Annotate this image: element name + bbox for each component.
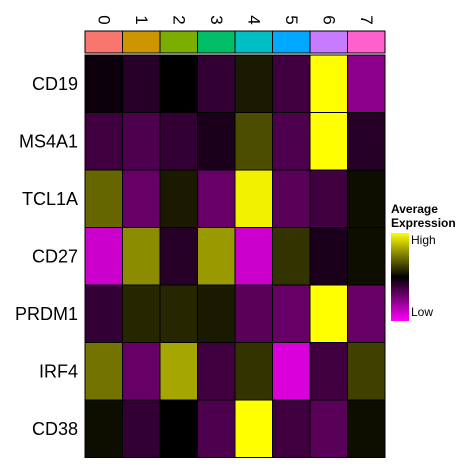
heatmap-cell-cd27-6: [309, 227, 348, 286]
heatmap-cell-cd38-2: [159, 399, 198, 458]
heatmap-cell-tcl1a-3: [197, 169, 236, 228]
heatmap-cell-ms4a1-3: [197, 112, 236, 171]
cluster-label-1: 1: [132, 15, 151, 24]
cluster-color-0: [84, 30, 123, 54]
legend-high-label: High: [411, 233, 436, 247]
cluster-color-6: [309, 30, 348, 54]
heatmap-cell-cd19-3: [197, 54, 236, 113]
heatmap-cell-cd19-5: [272, 54, 311, 113]
heatmap-cell-ms4a1-4: [234, 112, 273, 171]
gene-labels: CD19 MS4A1 TCL1A CD27 PRDM1 IRF4 CD38: [15, 74, 78, 439]
heatmap-cell-tcl1a-6: [309, 169, 348, 228]
heatmap-cell-cd19-2: [159, 54, 198, 113]
heatmap-cell-prdm1-5: [272, 284, 311, 343]
legend-low-label: Low: [411, 305, 433, 319]
cluster-color-5: [272, 30, 311, 54]
cluster-label-7: 7: [357, 15, 376, 24]
heatmap-cell-cd38-6: [309, 399, 348, 458]
heatmap-cell-tcl1a-7: [347, 169, 386, 228]
cluster-color-bar: [84, 30, 386, 54]
heatmap-cell-cd27-5: [272, 227, 311, 286]
heatmap-cell-prdm1-4: [234, 284, 273, 343]
legend-colorbar: [391, 233, 409, 321]
heatmap-cell-ms4a1-7: [347, 112, 386, 171]
heatmap-cell-prdm1-7: [347, 284, 386, 343]
legend-title-line2: Expression: [391, 216, 456, 230]
heatmap-cell-ms4a1-5: [272, 112, 311, 171]
heatmap-cells: [84, 54, 386, 458]
heatmap-cell-cd27-7: [347, 227, 386, 286]
cluster-label-4: 4: [244, 15, 263, 24]
heatmap-cell-cd38-7: [347, 399, 386, 458]
gene-label-cd38: CD38: [32, 419, 78, 439]
cluster-label-3: 3: [207, 15, 226, 24]
heatmap-cell-ms4a1-2: [159, 112, 198, 171]
heatmap-cell-ms4a1-6: [309, 112, 348, 171]
heatmap-cell-cd19-6: [309, 54, 348, 113]
cluster-label-6: 6: [319, 15, 338, 24]
heatmap-cell-ms4a1-0: [84, 112, 123, 171]
heatmap-cell-cd38-4: [234, 399, 273, 458]
heatmap-cell-cd19-1: [122, 54, 161, 113]
heatmap-cell-prdm1-6: [309, 284, 348, 343]
heatmap-cell-prdm1-2: [159, 284, 198, 343]
heatmap-cell-cd19-7: [347, 54, 386, 113]
heatmap-cell-tcl1a-5: [272, 169, 311, 228]
heatmap-cell-cd38-0: [84, 399, 123, 458]
heatmap-cell-prdm1-0: [84, 284, 123, 343]
heatmap-cell-cd27-3: [197, 227, 236, 286]
heatmap-cell-cd38-3: [197, 399, 236, 458]
heatmap-cell-irf4-2: [159, 342, 198, 401]
gene-label-irf4: IRF4: [39, 361, 78, 381]
cluster-label-5: 5: [282, 15, 301, 24]
heatmap-cell-tcl1a-2: [159, 169, 198, 228]
legend-title-line1: Average: [391, 202, 438, 216]
gene-label-prdm1: PRDM1: [15, 304, 78, 324]
gene-label-ms4a1: MS4A1: [19, 131, 78, 151]
heatmap-cell-prdm1-1: [122, 284, 161, 343]
gene-label-tcl1a: TCL1A: [22, 189, 78, 209]
cluster-color-7: [347, 30, 386, 54]
heatmap-cell-irf4-3: [197, 342, 236, 401]
heatmap-cell-tcl1a-4: [234, 169, 273, 228]
heatmap-cell-cd19-4: [234, 54, 273, 113]
heatmap-cell-cd27-1: [122, 227, 161, 286]
gene-label-cd27: CD27: [32, 246, 78, 266]
heatmap-cell-prdm1-3: [197, 284, 236, 343]
heatmap-cell-irf4-6: [309, 342, 348, 401]
heatmap-cell-cd19-0: [84, 54, 123, 113]
heatmap-cell-irf4-4: [234, 342, 273, 401]
cluster-label-0: 0: [94, 15, 113, 24]
cluster-color-2: [159, 30, 198, 54]
heatmap-cell-cd27-2: [159, 227, 198, 286]
cluster-color-3: [197, 30, 236, 54]
heatmap-cell-irf4-1: [122, 342, 161, 401]
gene-label-cd19: CD19: [32, 74, 78, 94]
heatmap-cell-irf4-5: [272, 342, 311, 401]
heatmap-cell-tcl1a-0: [84, 169, 123, 228]
legend: Average Expression High Low: [391, 202, 456, 321]
heatmap-cell-cd27-4: [234, 227, 273, 286]
heatmap-cell-irf4-7: [347, 342, 386, 401]
cluster-color-1: [122, 30, 161, 54]
heatmap-cell-irf4-0: [84, 342, 123, 401]
cluster-label-2: 2: [169, 15, 188, 24]
heatmap-cell-cd27-0: [84, 227, 123, 286]
cluster-color-4: [234, 30, 273, 54]
heatmap-cell-ms4a1-1: [122, 112, 161, 171]
heatmap-cell-cd38-1: [122, 399, 161, 458]
heatmap-cell-cd38-5: [272, 399, 311, 458]
cluster-labels: 0 1 2 3 4 5 6 7: [94, 15, 376, 24]
heatmap-cell-tcl1a-1: [122, 169, 161, 228]
